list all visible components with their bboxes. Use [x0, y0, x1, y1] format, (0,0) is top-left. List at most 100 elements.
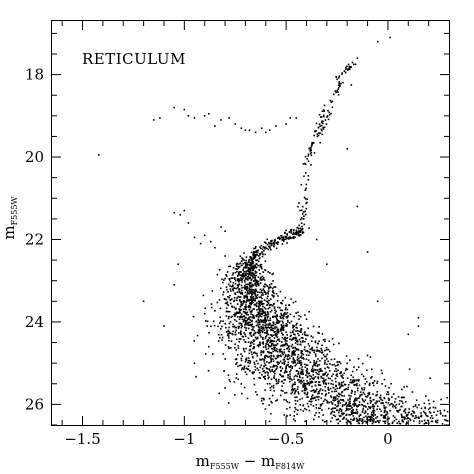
horizontal-branch-star	[159, 117, 161, 119]
main-sequence-star	[271, 342, 273, 345]
main-sequence-star	[337, 402, 340, 404]
main-sequence-star	[260, 319, 262, 322]
main-sequence-star	[254, 303, 256, 306]
main-sequence-star	[219, 337, 221, 339]
main-sequence-star	[303, 382, 305, 385]
main-sequence-star	[262, 309, 264, 312]
main-sequence-star	[290, 345, 293, 348]
main-sequence-star	[324, 398, 326, 401]
main-sequence-star	[321, 349, 323, 352]
main-sequence-star	[275, 293, 278, 295]
main-sequence-star	[327, 348, 330, 351]
giant-branch-star	[323, 104, 326, 107]
field-star	[346, 148, 348, 150]
main-sequence-star	[326, 401, 329, 404]
main-sequence-star	[294, 336, 297, 339]
main-sequence-star	[265, 354, 267, 357]
main-sequence-star	[248, 277, 250, 280]
main-sequence-star	[393, 420, 396, 422]
main-sequence-star	[266, 339, 268, 342]
main-sequence-star	[366, 369, 368, 372]
main-sequence-star	[269, 383, 271, 385]
main-sequence-star	[300, 352, 303, 354]
main-sequence-star	[256, 281, 259, 284]
main-sequence-star	[267, 333, 269, 336]
main-sequence-star	[342, 399, 344, 401]
main-sequence-star	[294, 346, 296, 349]
main-sequence-star	[342, 418, 344, 420]
main-sequence-star	[240, 359, 243, 362]
main-sequence-star	[257, 369, 260, 371]
main-sequence-star	[248, 289, 250, 291]
main-sequence-star	[313, 368, 315, 371]
main-sequence-star	[218, 269, 221, 271]
main-sequence-star	[257, 316, 260, 318]
main-sequence-star	[349, 402, 351, 405]
main-sequence-star	[338, 382, 340, 384]
main-sequence-star	[224, 302, 227, 305]
subgiant-star	[239, 262, 242, 264]
subgiant-star	[300, 234, 302, 236]
main-sequence-star	[384, 417, 387, 419]
main-sequence-star	[249, 290, 251, 293]
main-sequence-star	[381, 402, 384, 404]
main-sequence-star	[281, 302, 283, 305]
main-sequence-star	[236, 268, 238, 271]
main-sequence-star	[225, 298, 228, 301]
main-sequence-star	[246, 322, 249, 324]
main-sequence-star	[252, 277, 254, 279]
main-sequence-star	[293, 333, 295, 335]
main-sequence-star	[262, 311, 265, 314]
subgiant-star	[262, 253, 264, 256]
main-sequence-star	[254, 284, 257, 286]
subgiant-star	[277, 237, 279, 239]
main-sequence-star	[284, 308, 287, 311]
main-sequence-star	[298, 367, 301, 370]
main-sequence-star	[401, 400, 403, 403]
main-sequence-star	[300, 364, 302, 366]
horizontal-branch-star	[183, 108, 186, 111]
giant-branch-star	[327, 109, 329, 112]
main-sequence-star	[233, 287, 236, 289]
main-sequence-star	[249, 277, 252, 280]
giant-branch-star	[311, 141, 313, 144]
main-sequence-star	[423, 410, 425, 413]
giant-branch-star	[336, 89, 338, 92]
main-sequence-star	[276, 350, 279, 353]
main-sequence-star	[262, 343, 265, 345]
main-sequence-star	[228, 379, 231, 381]
main-sequence-star	[300, 337, 303, 339]
main-sequence-star	[264, 389, 266, 391]
main-sequence-star	[311, 395, 313, 398]
main-sequence-star	[353, 419, 355, 421]
main-sequence-star	[254, 265, 257, 268]
giant-branch-star	[315, 130, 318, 132]
main-sequence-star	[303, 385, 306, 387]
main-sequence-star	[262, 288, 265, 290]
main-sequence-star	[403, 410, 405, 413]
main-sequence-star	[227, 346, 230, 348]
main-sequence-star	[301, 366, 303, 368]
main-sequence-star	[355, 379, 358, 382]
main-sequence-star	[244, 305, 246, 308]
main-sequence-star	[372, 393, 374, 395]
main-sequence-star	[399, 422, 402, 425]
main-sequence-star	[299, 372, 302, 375]
main-sequence-star	[391, 421, 394, 424]
main-sequence-star	[275, 365, 278, 367]
main-sequence-star	[243, 275, 245, 277]
main-sequence-star	[264, 317, 266, 319]
main-sequence-star	[250, 311, 252, 314]
main-sequence-star	[285, 365, 288, 367]
main-sequence-star	[331, 408, 333, 411]
main-sequence-star	[424, 407, 427, 410]
field-star	[411, 391, 414, 393]
main-sequence-star	[425, 395, 427, 397]
main-sequence-star	[290, 339, 293, 341]
field-star	[208, 345, 210, 348]
giant-branch-star	[303, 215, 305, 217]
main-sequence-star	[240, 315, 242, 317]
main-sequence-star	[234, 278, 236, 281]
main-sequence-star	[248, 349, 251, 352]
main-sequence-star	[260, 267, 263, 270]
